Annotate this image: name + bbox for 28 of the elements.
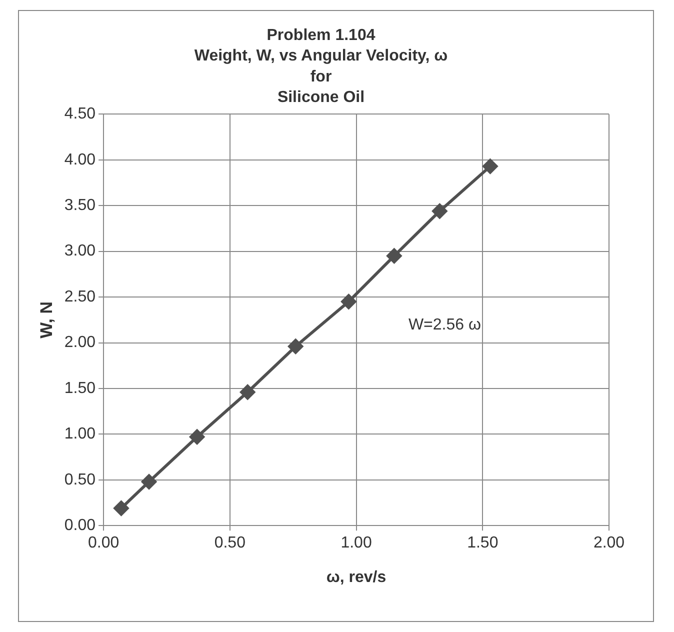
x-tick-label: 0.00	[88, 534, 120, 552]
chart-title: Problem 1.104 Weight, W, vs Angular Velocity, ω for Silicone Oil	[194, 26, 448, 106]
x-tick-label: 1.00	[340, 534, 372, 552]
point	[114, 500, 129, 516]
y-tick-label: 0.00	[64, 517, 96, 534]
x-axis-title: ω, rev/s	[326, 568, 386, 586]
point	[240, 384, 256, 400]
x-tick-label: 1.50	[467, 534, 498, 552]
x-tick-label: 2.00	[593, 534, 625, 552]
y-tick-label: 3.50	[64, 197, 96, 214]
x-tick-label: 0.50	[214, 534, 246, 552]
y-tick-label: 2.50	[64, 288, 96, 306]
y-axis-title: W, N	[36, 301, 56, 338]
annotation: W=2.56 ω	[408, 316, 481, 334]
y-tick-label: 4.00	[64, 151, 96, 168]
point	[142, 474, 157, 490]
point	[482, 158, 498, 174]
y-tick-label: 3.00	[64, 242, 96, 260]
y-tick-label: 1.00	[64, 426, 96, 443]
point	[288, 338, 304, 354]
point	[386, 248, 402, 264]
y-tick-label: 4.50	[64, 106, 96, 123]
y-tick-label: 0.50	[64, 471, 96, 488]
y-tick-label: 2.00	[64, 334, 96, 352]
point	[432, 204, 448, 219]
y-tick-label: 1.50	[64, 380, 96, 397]
point	[341, 294, 356, 310]
point	[190, 429, 205, 444]
